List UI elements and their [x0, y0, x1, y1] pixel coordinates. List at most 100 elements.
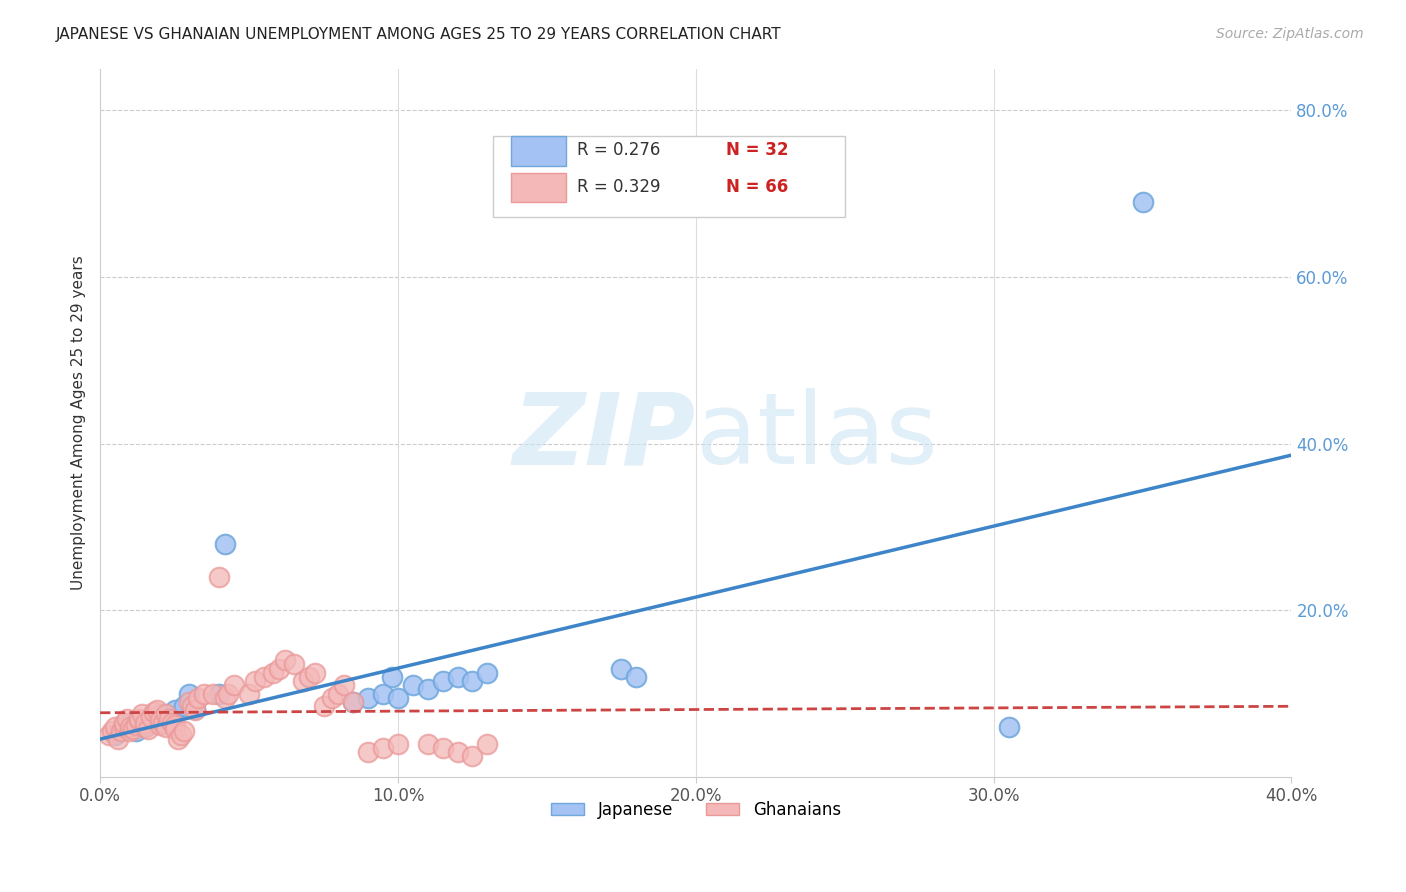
Point: [101, 724, 124, 739]
Point: [342, 695, 364, 709]
Point: [402, 678, 425, 692]
Point: [134, 720, 156, 734]
Point: [112, 720, 135, 734]
Text: N = 32: N = 32: [725, 141, 789, 159]
Point: [115, 712, 138, 726]
Point: [179, 695, 201, 709]
Point: [214, 536, 236, 550]
Point: [297, 670, 319, 684]
Text: R = 0.276: R = 0.276: [576, 141, 659, 159]
Text: ZIP: ZIP: [513, 388, 696, 485]
Point: [181, 699, 204, 714]
Point: [152, 715, 174, 730]
Point: [193, 687, 215, 701]
Point: [152, 713, 174, 727]
Text: N = 66: N = 66: [725, 178, 787, 196]
Point: [224, 678, 246, 692]
Point: [98, 728, 121, 742]
Point: [274, 653, 297, 667]
Point: [134, 715, 156, 730]
Point: [283, 657, 305, 672]
Point: [371, 687, 394, 701]
FancyBboxPatch shape: [494, 136, 845, 218]
Point: [446, 670, 468, 684]
Point: [371, 740, 394, 755]
Point: [432, 673, 454, 688]
Point: [187, 690, 209, 705]
Point: [357, 690, 380, 705]
Point: [387, 737, 409, 751]
Text: Source: ZipAtlas.com: Source: ZipAtlas.com: [1216, 27, 1364, 41]
Point: [381, 670, 404, 684]
Point: [104, 728, 127, 742]
Point: [104, 720, 127, 734]
Point: [128, 712, 150, 726]
Point: [125, 718, 148, 732]
Point: [163, 722, 186, 736]
Point: [208, 570, 231, 584]
Point: [112, 715, 135, 730]
Point: [163, 703, 186, 717]
Point: [173, 724, 195, 739]
Point: [342, 695, 364, 709]
Point: [169, 728, 191, 742]
Point: [139, 710, 162, 724]
Point: [118, 715, 141, 730]
Point: [262, 665, 284, 680]
Text: atlas: atlas: [696, 388, 938, 485]
Point: [142, 705, 165, 719]
Point: [312, 699, 335, 714]
Point: [125, 724, 148, 739]
Point: [416, 737, 439, 751]
Point: [166, 732, 188, 747]
Point: [416, 682, 439, 697]
Point: [145, 703, 167, 717]
Point: [122, 722, 145, 736]
Point: [179, 687, 201, 701]
Point: [446, 745, 468, 759]
Point: [610, 661, 633, 675]
Point: [461, 673, 484, 688]
Point: [267, 661, 290, 675]
Point: [107, 732, 129, 747]
Point: [304, 665, 326, 680]
Legend: Japanese, Ghanaians: Japanese, Ghanaians: [544, 794, 848, 825]
Point: [142, 712, 165, 726]
Point: [155, 710, 177, 724]
Point: [387, 690, 409, 705]
Point: [477, 665, 499, 680]
Point: [145, 715, 167, 730]
Point: [160, 715, 183, 730]
Point: [149, 707, 172, 722]
Y-axis label: Unemployment Among Ages 25 to 29 years: Unemployment Among Ages 25 to 29 years: [72, 255, 86, 591]
Point: [626, 670, 648, 684]
FancyBboxPatch shape: [512, 136, 567, 166]
Point: [477, 737, 499, 751]
Point: [184, 703, 207, 717]
Point: [155, 720, 177, 734]
Text: JAPANESE VS GHANAIAN UNEMPLOYMENT AMONG AGES 25 TO 29 YEARS CORRELATION CHART: JAPANESE VS GHANAIAN UNEMPLOYMENT AMONG …: [56, 27, 782, 42]
Point: [110, 724, 132, 739]
Point: [155, 707, 177, 722]
FancyBboxPatch shape: [512, 173, 567, 202]
Point: [432, 740, 454, 755]
Point: [136, 722, 159, 736]
Point: [118, 724, 141, 739]
Point: [149, 718, 172, 732]
Point: [291, 673, 314, 688]
Point: [333, 678, 356, 692]
Point: [208, 687, 231, 701]
Point: [131, 707, 153, 722]
Point: [238, 687, 260, 701]
Point: [321, 690, 343, 705]
Point: [1132, 194, 1154, 209]
Point: [461, 749, 484, 764]
Point: [184, 701, 207, 715]
Point: [217, 687, 239, 701]
Point: [173, 699, 195, 714]
Point: [118, 720, 141, 734]
Text: R = 0.329: R = 0.329: [576, 178, 661, 196]
Point: [128, 713, 150, 727]
Point: [163, 718, 186, 732]
Point: [997, 720, 1019, 734]
